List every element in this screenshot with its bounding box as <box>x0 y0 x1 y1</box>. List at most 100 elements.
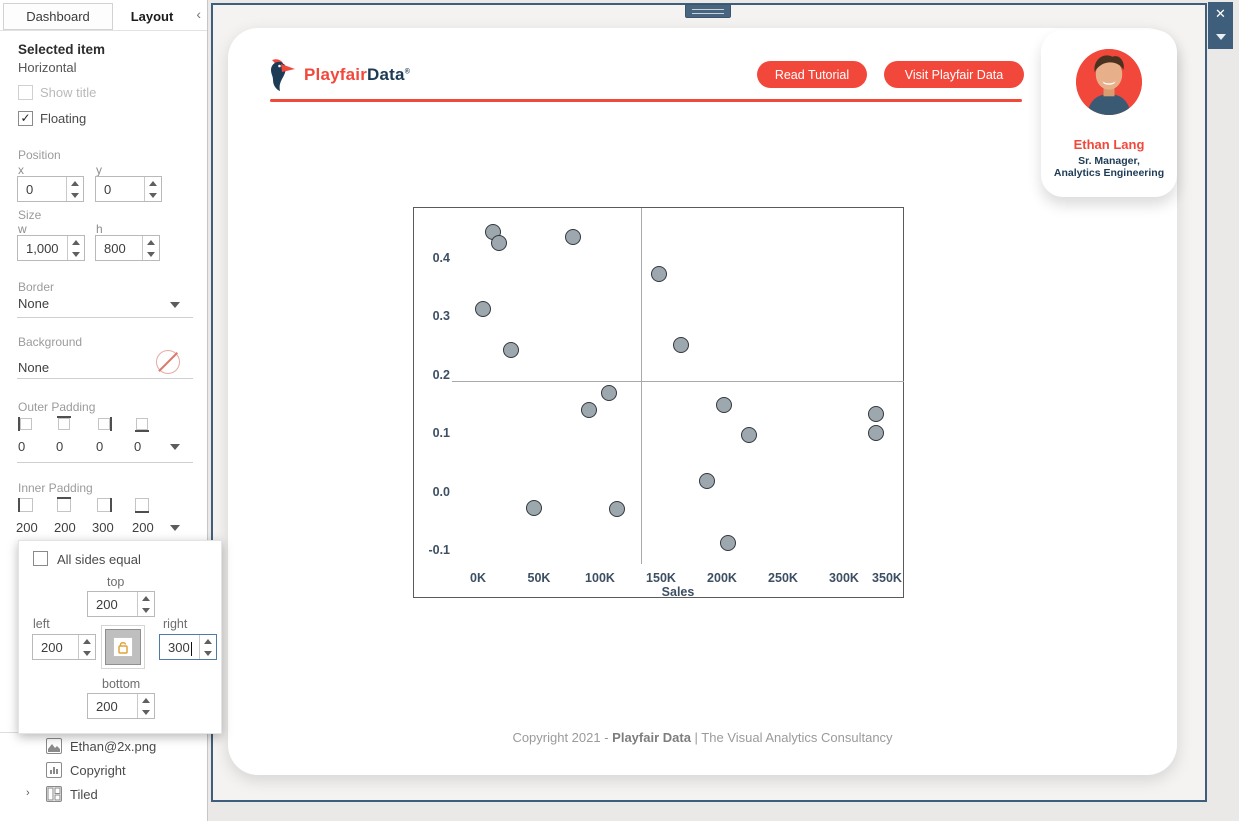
inner-padding-right-value[interactable]: 300 <box>92 520 114 535</box>
background-underline <box>17 378 193 379</box>
spin-down-button[interactable] <box>68 248 84 260</box>
inner-padding-left-value[interactable]: 200 <box>16 520 38 535</box>
tab-layout[interactable]: Layout <box>130 9 174 24</box>
inner-padding-dropdown-icon[interactable] <box>170 525 180 531</box>
x-tick-label: 350K <box>872 571 902 585</box>
spin-down-button[interactable] <box>143 248 159 260</box>
scatter-point[interactable] <box>609 500 626 517</box>
scatter-point[interactable] <box>716 397 733 413</box>
padding-top-icon <box>56 416 72 432</box>
position-x-input[interactable]: 0 <box>17 176 84 202</box>
inner-padding-top-value[interactable]: 200 <box>54 520 76 535</box>
list-item-image[interactable]: Ethan@2x.png <box>0 736 207 759</box>
read-tutorial-button[interactable]: Read Tutorial <box>757 61 867 88</box>
outer-padding-top-value[interactable]: 0 <box>56 439 64 454</box>
lock-sides-button[interactable] <box>101 625 145 669</box>
outer-padding-right-value[interactable]: 0 <box>96 439 104 454</box>
spin-up-button[interactable] <box>138 694 154 706</box>
scatter-point[interactable] <box>490 235 507 252</box>
header-rule <box>270 99 1022 102</box>
more-options-button[interactable] <box>1208 25 1233 48</box>
spin-up-button[interactable] <box>138 592 154 604</box>
avatar <box>1076 49 1142 115</box>
pane-tabbar: Dashboard Layout ‹ <box>0 0 207 31</box>
spin-down-button[interactable] <box>200 647 216 659</box>
scatter-point[interactable] <box>699 472 716 489</box>
scatter-point[interactable] <box>600 385 617 402</box>
scatter-point[interactable] <box>565 229 582 246</box>
outer-padding-bottom-value[interactable]: 0 <box>134 439 142 454</box>
tiled-layout-icon <box>46 786 62 802</box>
scatter-point[interactable] <box>581 401 598 418</box>
show-title-checkbox[interactable] <box>18 85 33 100</box>
position-y-input[interactable]: 0 <box>95 176 162 202</box>
scatter-chart[interactable]: 0.4 0.3 0.2 0.1 0.0 -0.1 0K 50K 100K 150K 200K 250K… <box>413 207 904 599</box>
y-tick-label: 0.1 <box>432 426 450 441</box>
spin-up-button[interactable] <box>67 177 83 189</box>
top-label: top <box>107 575 125 589</box>
show-title-label: Show title <box>40 85 97 100</box>
spin-up-button[interactable] <box>143 236 159 248</box>
playfair-logo: PlayfairData® <box>268 58 410 92</box>
tab-dashboard[interactable]: Dashboard <box>3 3 113 30</box>
scatter-point[interactable] <box>502 341 519 358</box>
inner-padding-bottom-value[interactable]: 200 <box>132 520 154 535</box>
spin-up-button[interactable] <box>200 635 216 647</box>
scatter-point[interactable] <box>740 427 757 444</box>
spin-down-button[interactable] <box>138 604 154 616</box>
spin-down-button[interactable] <box>138 706 154 718</box>
all-sides-equal-label: All sides equal <box>57 552 141 567</box>
floating-checkbox[interactable]: ✓ <box>18 111 33 126</box>
selected-item-value: Horizontal <box>18 60 77 75</box>
scatter-point[interactable] <box>720 535 737 552</box>
text-cursor <box>190 641 192 656</box>
scatter-point[interactable] <box>867 425 884 442</box>
size-h-input[interactable]: 800 <box>95 235 160 261</box>
size-w-input[interactable]: 1,000 <box>17 235 85 261</box>
collapse-pane-icon[interactable]: ‹ <box>196 6 201 22</box>
expand-chevron-icon[interactable]: › <box>26 787 30 799</box>
border-underline <box>17 317 193 318</box>
border-section-label: Border <box>18 280 55 294</box>
x-axis-title: Sales <box>661 585 695 599</box>
no-fill-color-icon[interactable] <box>156 350 180 374</box>
spin-down-button[interactable] <box>67 189 83 201</box>
quadrant-vertical-line <box>641 208 642 564</box>
spin-down-button[interactable] <box>145 189 161 201</box>
scatter-point[interactable] <box>650 265 667 282</box>
padding-bottom-icon <box>134 416 150 432</box>
left-label: left <box>33 617 50 631</box>
profile-name: Ethan Lang <box>1073 137 1145 152</box>
spin-down-button[interactable] <box>79 647 95 659</box>
padding-left-input[interactable]: 200 <box>32 634 96 660</box>
outer-padding-underline <box>17 462 193 463</box>
scatter-point[interactable] <box>474 300 491 317</box>
inner-padding-section-label: Inner Padding <box>18 481 93 495</box>
border-value[interactable]: None <box>18 296 50 311</box>
y-tick-label: 0.3 <box>432 309 450 324</box>
list-item-tiled[interactable]: › Tiled <box>26 786 98 802</box>
x-tick-label: 150K <box>646 571 676 585</box>
padding-right-input[interactable]: 300 <box>159 634 217 660</box>
border-dropdown-icon[interactable] <box>170 302 180 308</box>
outer-padding-section-label: Outer Padding <box>18 400 96 414</box>
scatter-point[interactable] <box>672 337 689 354</box>
spin-up-button[interactable] <box>68 236 84 248</box>
outer-padding-dropdown-icon[interactable] <box>170 444 180 450</box>
background-value[interactable]: None <box>18 360 50 375</box>
bar-chart-icon <box>46 762 62 778</box>
scatter-point[interactable] <box>867 405 884 422</box>
list-item-copyright[interactable]: Copyright <box>0 760 207 783</box>
spin-up-button[interactable] <box>145 177 161 189</box>
padding-bottom-input[interactable]: 200 <box>87 693 155 719</box>
padding-top-input[interactable]: 200 <box>87 591 155 617</box>
size-w-label: w <box>18 222 27 236</box>
outer-padding-left-value[interactable]: 0 <box>18 439 26 454</box>
scatter-point[interactable] <box>526 500 543 517</box>
drag-grip-handle[interactable] <box>685 4 731 18</box>
visit-playfair-button[interactable]: Visit Playfair Data <box>884 61 1024 88</box>
x-tick-label: 0K <box>470 571 486 585</box>
all-sides-equal-checkbox[interactable] <box>33 551 48 566</box>
spin-up-button[interactable] <box>79 635 95 647</box>
close-icon[interactable]: ✕ <box>1215 5 1226 21</box>
